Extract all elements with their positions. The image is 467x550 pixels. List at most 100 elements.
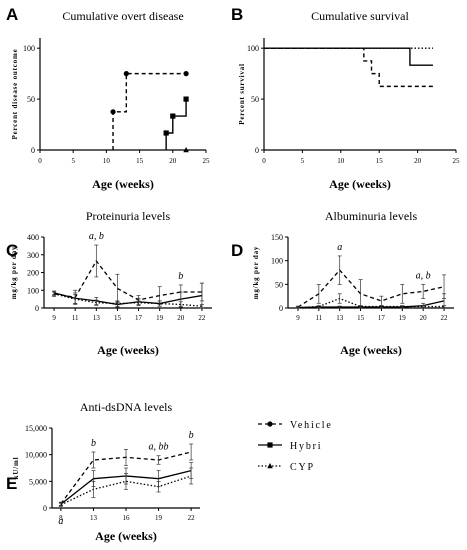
panel-c-annotation: a, b: [89, 231, 104, 242]
panel-c-x-tick-label: 13: [93, 314, 101, 322]
panel-c-x-tick-label: 11: [72, 314, 79, 322]
panel-c-letter: C: [6, 241, 18, 260]
panel-d-y-label: mg/kg per day: [252, 246, 260, 299]
panel-a-y-label: Percent disease outcome: [11, 49, 19, 140]
legend-vehicle-label: Vehicle: [290, 420, 333, 431]
panel-d-x-tick-label: 19: [399, 314, 407, 322]
panel-d-x-tick-label: 15: [357, 314, 365, 322]
panel-c-y-tick-label: 300: [27, 251, 39, 260]
panel-c-y-tick-label: 100: [27, 286, 39, 295]
panel-c-y-tick-label: 200: [27, 269, 39, 278]
panel-d-y-tick-label: 0: [279, 304, 283, 313]
panel-a-cyp-point: [183, 147, 189, 153]
panel-e-x-tick-label: 19: [155, 514, 163, 522]
panel-c-annotation: b: [178, 271, 183, 282]
panel-d-x-tick-label: 9: [296, 314, 300, 322]
panel-c-vehicle-line: [53, 259, 202, 301]
panel-b-vehicle-line: [264, 47, 433, 88]
legend-vehicle-marker: [267, 421, 273, 427]
panel-e-x-tick-label: 13: [90, 514, 98, 522]
panel-a-x-tick-label: 0: [38, 157, 42, 165]
panel-e-y-tick-label: 10,000: [25, 451, 47, 460]
panel-e-x-tick-label: 16: [123, 514, 131, 522]
panel-e-title: Anti-dsDNA levels: [80, 400, 173, 414]
panel-c-x-tick-label: 19: [156, 314, 164, 322]
panel-b-x-tick-label: 5: [301, 157, 305, 165]
panel-a-y-tick-label: 0: [31, 146, 35, 155]
panel-a-vehicle-point: [110, 109, 116, 115]
panel-d-annotation: a, b: [416, 270, 431, 281]
panel-b-x-tick-label: 15: [376, 157, 384, 165]
panel-c-x-tick-label: 20: [177, 314, 185, 322]
panel-d-x-label: Age (weeks): [340, 343, 402, 357]
panel-a-y-tick-label: 50: [27, 95, 35, 104]
panel-d-cyp-line: [297, 297, 445, 309]
panel-a-x-tick-label: 15: [136, 157, 144, 165]
panel-d-y-tick-label: 150: [271, 233, 283, 242]
panel-a-vehicle-point: [123, 71, 129, 77]
panel-a-hybri-point: [163, 130, 169, 136]
panel-e-x-label: Age (weeks): [95, 529, 157, 543]
panel-b-x-label: Age (weeks): [329, 177, 391, 191]
panel-d-x-tick-label: 13: [336, 314, 344, 322]
panel-b-x-tick-label: 20: [414, 157, 422, 165]
panel-b-x-tick-label: 25: [453, 157, 461, 165]
panel-c-x-tick-label: 9: [52, 314, 56, 322]
panel-d-title: Albuminuria levels: [325, 209, 418, 223]
panel-b-x-tick-label: 0: [262, 157, 266, 165]
panel-e-y-tick-label: 0: [43, 504, 47, 513]
panel-e-letter: E: [6, 474, 17, 493]
panel-a-y-tick-label: 100: [23, 44, 35, 53]
panel-d-hybri-line: [297, 300, 445, 309]
panel-b-y-tick-label: 50: [251, 95, 259, 104]
panel-b-y-tick-label: 100: [247, 44, 259, 53]
panel-e-y-tick-label: 5,000: [29, 477, 47, 486]
panel-d-y-tick-label: 100: [271, 257, 283, 266]
panel-a-title: Cumulative overt disease: [62, 9, 183, 23]
legend-hybri-label: Hybri: [290, 441, 322, 452]
panel-d-annotation: a: [337, 242, 342, 253]
legend-cyp-marker: [267, 463, 273, 469]
panel-c-y-tick-label: 0: [35, 304, 39, 313]
panel-c-y-tick-label: 400: [27, 233, 39, 242]
panel-d-letter: D: [231, 241, 243, 260]
panel-a-hybri-point: [183, 96, 189, 102]
panel-d-x-tick-label: 11: [315, 314, 322, 322]
panel-a-x-tick-label: 20: [169, 157, 177, 165]
panel-e-annotation: b: [91, 438, 96, 449]
panel-c-cyp-line: [53, 293, 202, 307]
panel-d-y-tick-label: 50: [275, 280, 283, 289]
panel-b-title: Cumulative survival: [311, 9, 409, 23]
legend-hybri-marker: [267, 442, 273, 448]
panel-c-x-label: Age (weeks): [97, 343, 159, 357]
panel-b-letter: B: [231, 5, 243, 24]
panel-b-y-label: Percent survival: [238, 63, 246, 124]
panel-e-y-label: kU/ml: [12, 457, 20, 480]
panel-d-vehicle-line: [297, 269, 445, 308]
panel-c-x-tick-label: 17: [135, 314, 143, 322]
panel-d-x-tick-label: 20: [420, 314, 428, 322]
panel-a-letter: A: [6, 5, 18, 24]
panel-c-y-label: mg/kg per day: [10, 246, 18, 299]
panel-c-x-tick-label: 22: [198, 314, 206, 322]
panel-a-x-tick-label: 5: [71, 157, 75, 165]
panel-e-y-tick-label: 15,000: [25, 424, 47, 433]
panel-a-x-label: Age (weeks): [92, 177, 154, 191]
panel-a-vehicle-line: [112, 72, 187, 150]
panel-e-annotation: a: [58, 516, 63, 527]
panel-d-x-tick-label: 22: [441, 314, 449, 322]
panel-a-x-tick-label: 25: [203, 157, 211, 165]
panel-c-title: Proteinuria levels: [86, 209, 171, 223]
panel-b-y-tick-label: 0: [255, 146, 259, 155]
panel-e-annotation: a, bb: [149, 442, 169, 453]
panel-a-vehicle-point: [183, 71, 189, 77]
panel-b-x-tick-label: 10: [337, 157, 345, 165]
panel-c-x-tick-label: 15: [114, 314, 122, 322]
panel-a-hybri-point: [170, 113, 176, 119]
panel-e-annotation: b: [189, 430, 194, 441]
legend-cyp-label: CYP: [290, 462, 315, 473]
panel-e-x-tick-label: 22: [188, 514, 196, 522]
panel-d-x-tick-label: 17: [378, 314, 386, 322]
panel-a-hybri-line: [165, 99, 187, 150]
